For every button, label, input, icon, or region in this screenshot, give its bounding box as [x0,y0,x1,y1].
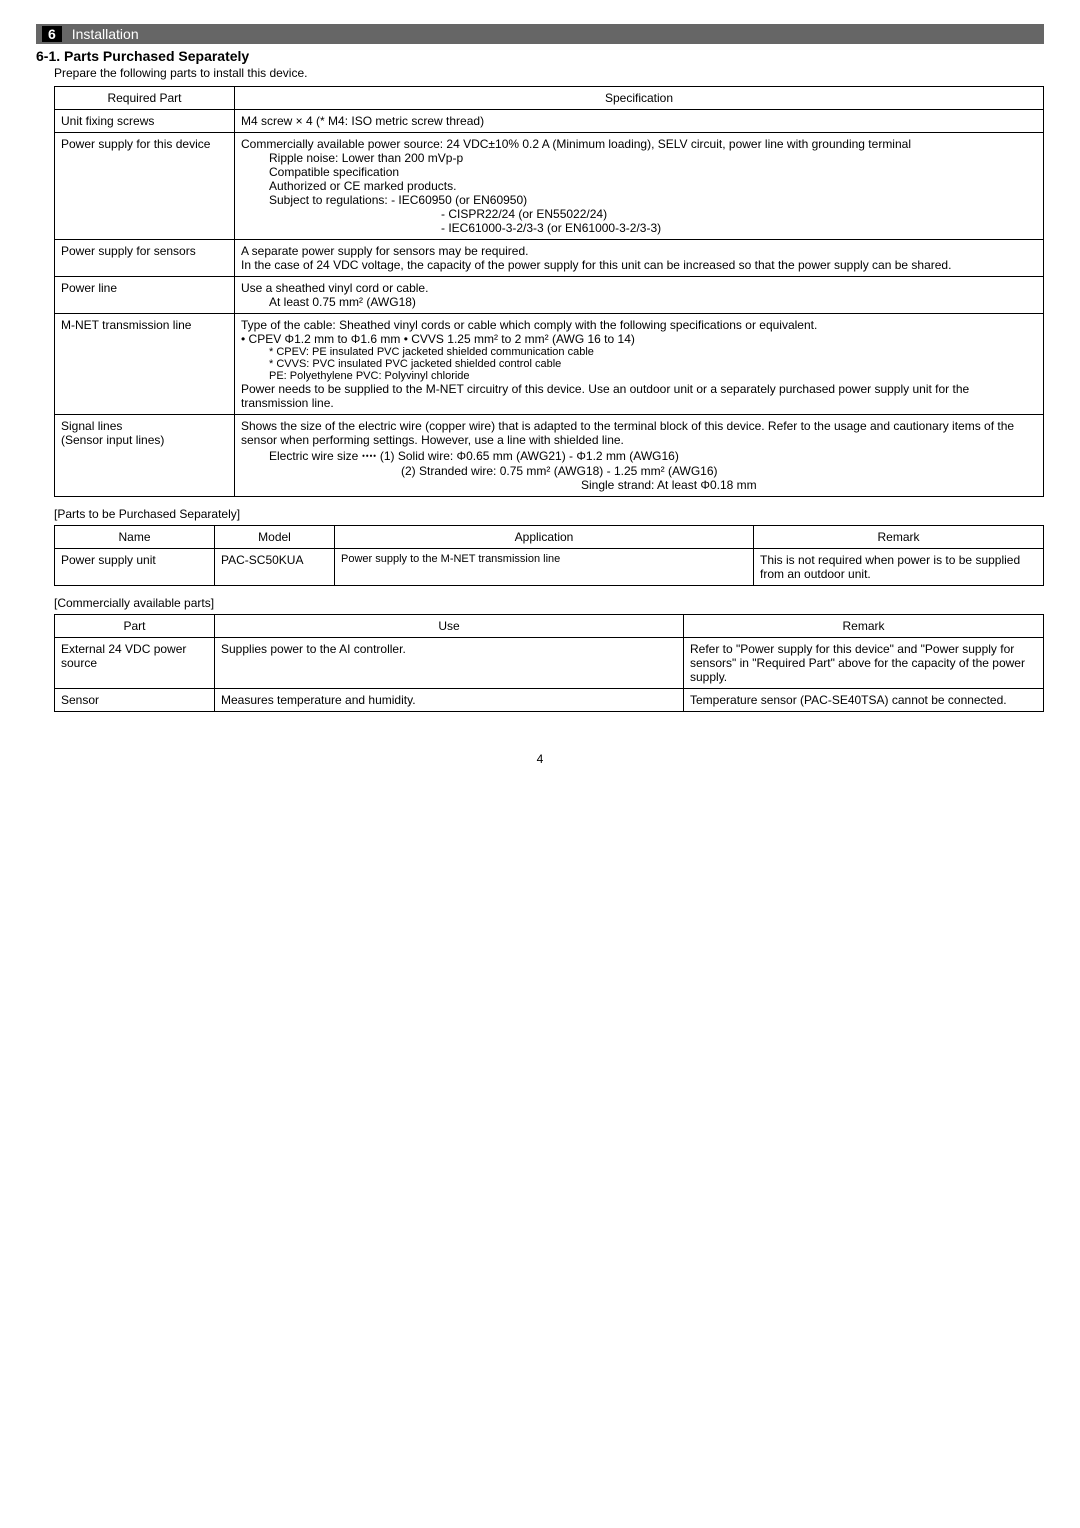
spec-line: Subject to regulations: - IEC60950 (or E… [241,193,1037,207]
spec-line: * CPEV: PE insulated PVC jacketed shield… [241,346,1037,358]
subsection-heading: 6-1. Parts Purchased Separately [36,48,1044,64]
cell-spec: Commercially available power source: 24 … [235,133,1044,240]
cell-use: Supplies power to the AI controller. [215,638,684,689]
spec-line: * CVVS: PVC insulated PVC jacketed shiel… [241,358,1037,370]
header-name: Name [55,526,215,549]
cell-remark: Temperature sensor (PAC-SE40TSA) cannot … [684,689,1044,712]
cell-application: Power supply to the M-NET transmission l… [335,549,754,586]
table-row: M-NET transmission line Type of the cabl… [55,314,1044,415]
table-header-row: Part Use Remark [55,615,1044,638]
cell-part: Signal lines (Sensor input lines) [55,415,235,497]
spec-line: Use a sheathed vinyl cord or cable. [241,281,428,295]
page-number: 4 [36,752,1044,766]
table-row: Signal lines (Sensor input lines) Shows … [55,415,1044,497]
spec-line: Commercially available power source: 24 … [241,137,911,151]
spec-line: - CISPR22/24 (or EN55022/24) [241,207,1037,221]
cell-spec: Use a sheathed vinyl cord or cable. At l… [235,277,1044,314]
table-row: Power line Use a sheathed vinyl cord or … [55,277,1044,314]
spec-line: • CPEV Φ1.2 mm to Φ1.6 mm • CVVS 1.25 mm… [241,332,635,346]
header-use: Use [215,615,684,638]
subsection-title: Parts Purchased Separately [64,48,249,64]
parts-table: Name Model Application Remark Power supp… [54,525,1044,586]
section-header: 6 Installation [36,24,1044,44]
parts-separately-label: [Parts to be Purchased Separately] [54,507,1044,521]
section-number-box: 6 [42,26,62,42]
header-remark: Remark [754,526,1044,549]
intro-text: Prepare the following parts to install t… [54,66,1044,80]
cell-spec: M4 screw × 4 (* M4: ISO metric screw thr… [235,110,1044,133]
spec-line: (2) Stranded wire: 0.75 mm² (AWG18) - 1.… [241,464,1037,478]
cell-part: Sensor [55,689,215,712]
cell-part: Power supply for sensors [55,240,235,277]
spec-line: Power needs to be supplied to the M-NET … [241,382,969,410]
cell-remark: Refer to "Power supply for this device" … [684,638,1044,689]
specification-table: Required Part Specification Unit fixing … [54,86,1044,497]
header-specification: Specification [235,87,1044,110]
cell-part: External 24 VDC power source [55,638,215,689]
header-remark: Remark [684,615,1044,638]
commercial-parts-table: Part Use Remark External 24 VDC power so… [54,614,1044,712]
cell-name: Power supply unit [55,549,215,586]
cell-part: M-NET transmission line [55,314,235,415]
table-row: External 24 VDC power source Supplies po… [55,638,1044,689]
header-model: Model [215,526,335,549]
cell-model: PAC-SC50KUA [215,549,335,586]
commercially-available-label: [Commercially available parts] [54,596,1044,610]
spec-line: Authorized or CE marked products. [241,179,1037,193]
table-row: Sensor Measures temperature and humidity… [55,689,1044,712]
cell-part: Power line [55,277,235,314]
spec-line: Ripple noise: Lower than 200 mVp-p [241,151,1037,165]
spec-line: At least 0.75 mm² (AWG18) [241,295,1037,309]
cell-spec: Type of the cable: Sheathed vinyl cords … [235,314,1044,415]
spec-line: Type of the cable: Sheathed vinyl cords … [241,318,817,332]
cell-part: Power supply for this device [55,133,235,240]
cell-use: Measures temperature and humidity. [215,689,684,712]
table-row: Unit fixing screws M4 screw × 4 (* M4: I… [55,110,1044,133]
spec-line: PE: Polyethylene PVC: Polyvinyl chloride [241,370,1037,382]
table-row: Power supply for sensors A separate powe… [55,240,1044,277]
table-header-row: Required Part Specification [55,87,1044,110]
header-required-part: Required Part [55,87,235,110]
spec-line: Single strand: At least Φ0.18 mm [241,478,1037,492]
cell-spec: A separate power supply for sensors may … [235,240,1044,277]
spec-line: - IEC61000-3-2/3-3 (or EN61000-3-2/3-3) [241,221,1037,235]
header-application: Application [335,526,754,549]
cell-remark: This is not required when power is to be… [754,549,1044,586]
table-row: Power supply for this device Commerciall… [55,133,1044,240]
spec-line: Compatible specification [241,165,1037,179]
table-header-row: Name Model Application Remark [55,526,1044,549]
subsection-number: 6-1. [36,48,60,64]
table-row: Power supply unit PAC-SC50KUA Power supp… [55,549,1044,586]
spec-line: Electric wire size ꞏꞏꞏꞏ (1) Solid wire: … [241,447,1037,464]
spec-line: Shows the size of the electric wire (cop… [241,419,1014,447]
section-title: Installation [72,26,139,42]
header-part: Part [55,615,215,638]
cell-spec: Shows the size of the electric wire (cop… [235,415,1044,497]
cell-part: Unit fixing screws [55,110,235,133]
